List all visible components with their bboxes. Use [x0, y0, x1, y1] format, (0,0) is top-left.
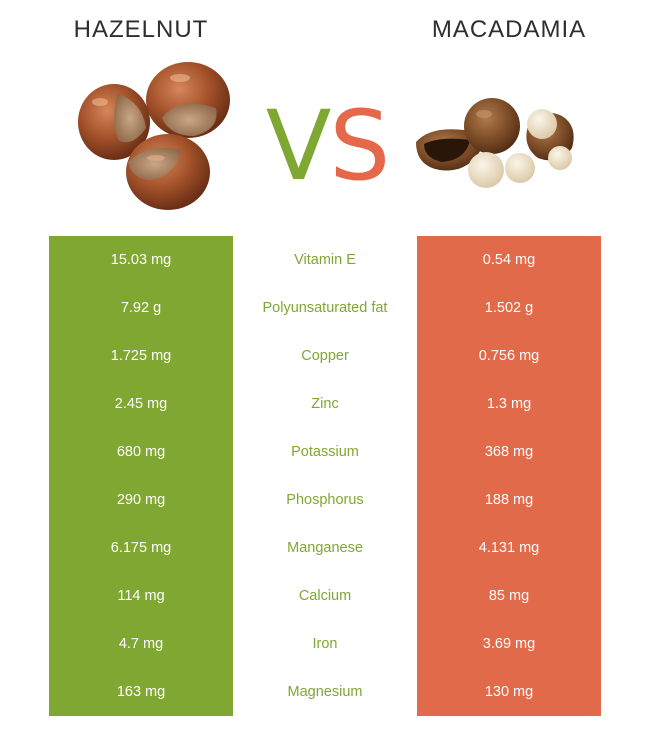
vs-label: VS: [262, 96, 392, 196]
macadamia-value: 188 mg: [484, 492, 534, 508]
macadamia-values-column: 0.54 mg 1.502 g 0.756 mg 1.3 mg 368 mg 1…: [417, 236, 601, 716]
nutrient-name: Zinc: [311, 396, 339, 412]
macadamia-value: 0.54 mg: [482, 252, 536, 268]
hazelnut-image: [78, 62, 230, 210]
hazelnut-value: 7.92 g: [120, 300, 162, 316]
hazelnut-value: 680 mg: [116, 444, 166, 460]
macadamia-value: 368 mg: [484, 444, 534, 460]
nutrient-name: Magnesium: [287, 684, 363, 700]
vs-v: V: [265, 90, 332, 202]
nutrient-name: Calcium: [298, 588, 352, 604]
nutrient-name: Polyunsaturated fat: [262, 300, 388, 316]
macadamia-image: [416, 98, 574, 188]
nutrient-name: Iron: [312, 636, 338, 652]
hazelnut-value: 6.175 mg: [110, 540, 172, 556]
macadamia-title: MACADAMIA: [431, 16, 587, 43]
nutrient-name: Vitamin E: [294, 252, 356, 268]
hazelnut-value: 4.7 mg: [118, 636, 164, 652]
macadamia-value: 85 mg: [488, 588, 530, 604]
hazelnut-value: 114 mg: [117, 588, 165, 604]
macadamia-value: 1.3 mg: [486, 396, 532, 412]
hazelnut-title: HAZELNUT: [73, 16, 209, 43]
nutrient-name: Manganese: [287, 540, 363, 556]
vs-s: S: [329, 90, 390, 202]
nutrient-name: Phosphorus: [286, 492, 364, 508]
macadamia-value: 0.756 mg: [478, 348, 540, 364]
hazelnut-values-column: 15.03 mg 7.92 g 1.725 mg 2.45 mg 680 mg …: [49, 236, 233, 716]
hazelnut-value: 2.45 mg: [114, 396, 168, 412]
hazelnut-value: 163 mg: [116, 684, 166, 700]
macadamia-value: 1.502 g: [484, 300, 534, 316]
macadamia-value: 130 mg: [484, 684, 534, 700]
nutrient-name: Potassium: [291, 444, 359, 460]
macadamia-value: 3.69 mg: [482, 636, 536, 652]
nutrient-names-column: Vitamin E Polyunsaturated fat Copper Zin…: [233, 236, 417, 716]
hazelnut-value: 290 mg: [116, 492, 166, 508]
hazelnut-value: 15.03 mg: [110, 252, 172, 268]
nutrient-name: Copper: [301, 348, 349, 364]
macadamia-value: 4.131 mg: [478, 540, 540, 556]
hazelnut-value: 1.725 mg: [110, 348, 172, 364]
